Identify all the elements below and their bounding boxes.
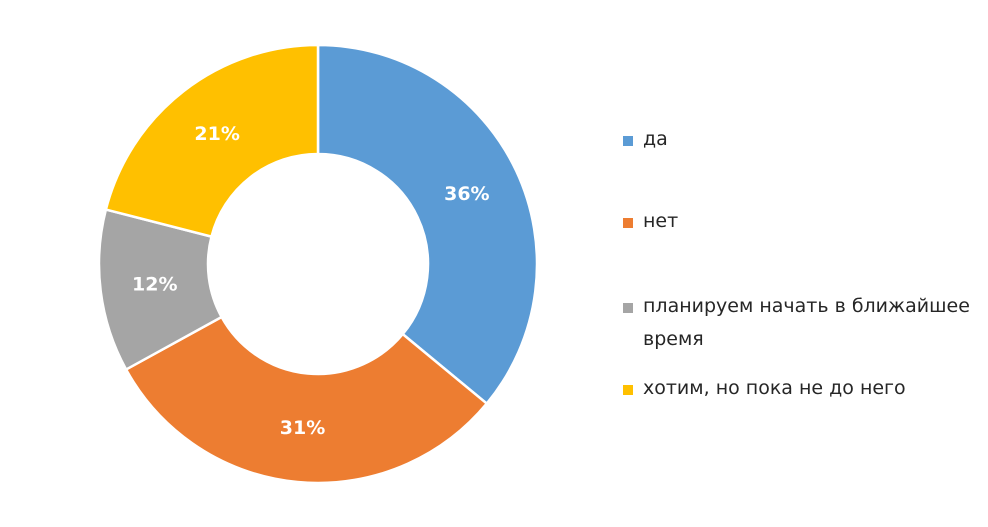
data-label-planiruem: 12%	[132, 274, 177, 296]
legend-swatch-net	[623, 218, 633, 228]
donut-slices	[97, 43, 539, 485]
legend-swatch-hotim	[623, 385, 633, 395]
donut-slice-da	[316, 43, 539, 406]
data-label-net: 31%	[280, 417, 325, 439]
legend-label-hotim: хотим, но пока не до него	[643, 377, 906, 399]
donut-slice-hotim	[104, 43, 320, 239]
data-label-da: 36%	[444, 183, 489, 205]
legend-label-net: нет	[643, 210, 679, 232]
legend-label-da: да	[643, 128, 668, 150]
donut-labels: 36% 31% 12% 21%	[132, 123, 490, 439]
legend-label-planiruem: планируем начать в ближайшее время	[643, 295, 970, 350]
legend-swatch-da	[623, 136, 633, 146]
legend-swatch-planiruem	[623, 303, 633, 313]
donut-slice-net	[124, 315, 489, 485]
data-label-hotim: 21%	[194, 123, 239, 145]
